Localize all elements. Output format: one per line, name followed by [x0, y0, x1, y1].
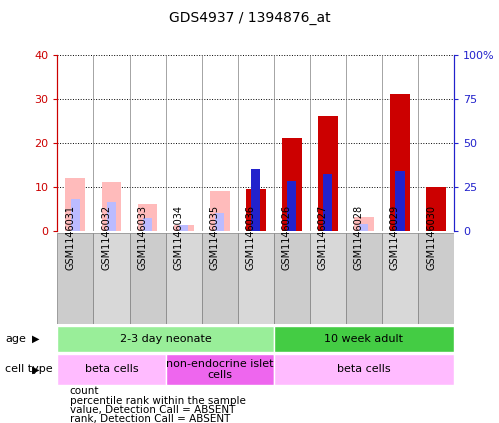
- Text: rank, Detection Call = ABSENT: rank, Detection Call = ABSENT: [70, 414, 230, 423]
- Bar: [166, 233, 202, 324]
- Text: GSM1146029: GSM1146029: [390, 205, 400, 270]
- Text: GSM1146026: GSM1146026: [282, 205, 292, 270]
- Bar: [130, 233, 166, 324]
- Bar: [138, 204, 158, 231]
- Bar: [238, 233, 274, 324]
- Bar: [418, 233, 454, 324]
- Bar: [274, 354, 454, 385]
- Bar: [432, 204, 441, 231]
- Bar: [354, 217, 374, 231]
- Text: non-endocrine islet
cells: non-endocrine islet cells: [166, 359, 273, 380]
- Text: 10 week adult: 10 week adult: [324, 334, 403, 344]
- Bar: [107, 203, 116, 231]
- Bar: [179, 225, 188, 231]
- Bar: [282, 138, 302, 231]
- Bar: [102, 182, 121, 231]
- Text: beta cells: beta cells: [337, 365, 391, 374]
- Text: 2-3 day neonate: 2-3 day neonate: [120, 334, 212, 344]
- Text: GSM1146036: GSM1146036: [246, 205, 255, 270]
- Text: GSM1146031: GSM1146031: [65, 205, 75, 270]
- Bar: [251, 169, 260, 231]
- Text: GSM1146032: GSM1146032: [101, 205, 111, 270]
- Bar: [174, 225, 194, 231]
- Text: ▶: ▶: [32, 334, 40, 344]
- Text: count: count: [70, 386, 99, 396]
- Bar: [426, 187, 446, 231]
- Bar: [93, 233, 130, 324]
- Bar: [323, 174, 332, 231]
- Bar: [57, 326, 274, 352]
- Text: GSM1146030: GSM1146030: [426, 205, 436, 270]
- Text: GSM1146035: GSM1146035: [210, 205, 220, 270]
- Bar: [346, 233, 382, 324]
- Bar: [210, 191, 230, 231]
- Bar: [359, 223, 368, 231]
- Bar: [390, 94, 410, 231]
- Bar: [166, 354, 274, 385]
- Text: age: age: [5, 334, 26, 344]
- Bar: [287, 181, 296, 231]
- Text: percentile rank within the sample: percentile rank within the sample: [70, 396, 246, 406]
- Text: GSM1146034: GSM1146034: [174, 205, 184, 270]
- Bar: [274, 233, 310, 324]
- Bar: [246, 189, 265, 231]
- Bar: [143, 218, 152, 231]
- Text: value, Detection Call = ABSENT: value, Detection Call = ABSENT: [70, 405, 235, 415]
- Bar: [57, 354, 166, 385]
- Text: GSM1146033: GSM1146033: [138, 205, 148, 270]
- Bar: [310, 233, 346, 324]
- Bar: [202, 233, 238, 324]
- Text: ▶: ▶: [32, 365, 40, 374]
- Bar: [215, 213, 224, 231]
- Bar: [396, 171, 405, 231]
- Text: GSM1146027: GSM1146027: [318, 205, 328, 270]
- Text: cell type: cell type: [5, 365, 52, 374]
- Bar: [318, 116, 338, 231]
- Bar: [65, 178, 85, 231]
- Bar: [382, 233, 418, 324]
- Text: beta cells: beta cells: [85, 365, 138, 374]
- Text: GDS4937 / 1394876_at: GDS4937 / 1394876_at: [169, 11, 330, 25]
- Bar: [57, 233, 93, 324]
- Text: GSM1146028: GSM1146028: [354, 205, 364, 270]
- Bar: [274, 326, 454, 352]
- Bar: [71, 199, 80, 231]
